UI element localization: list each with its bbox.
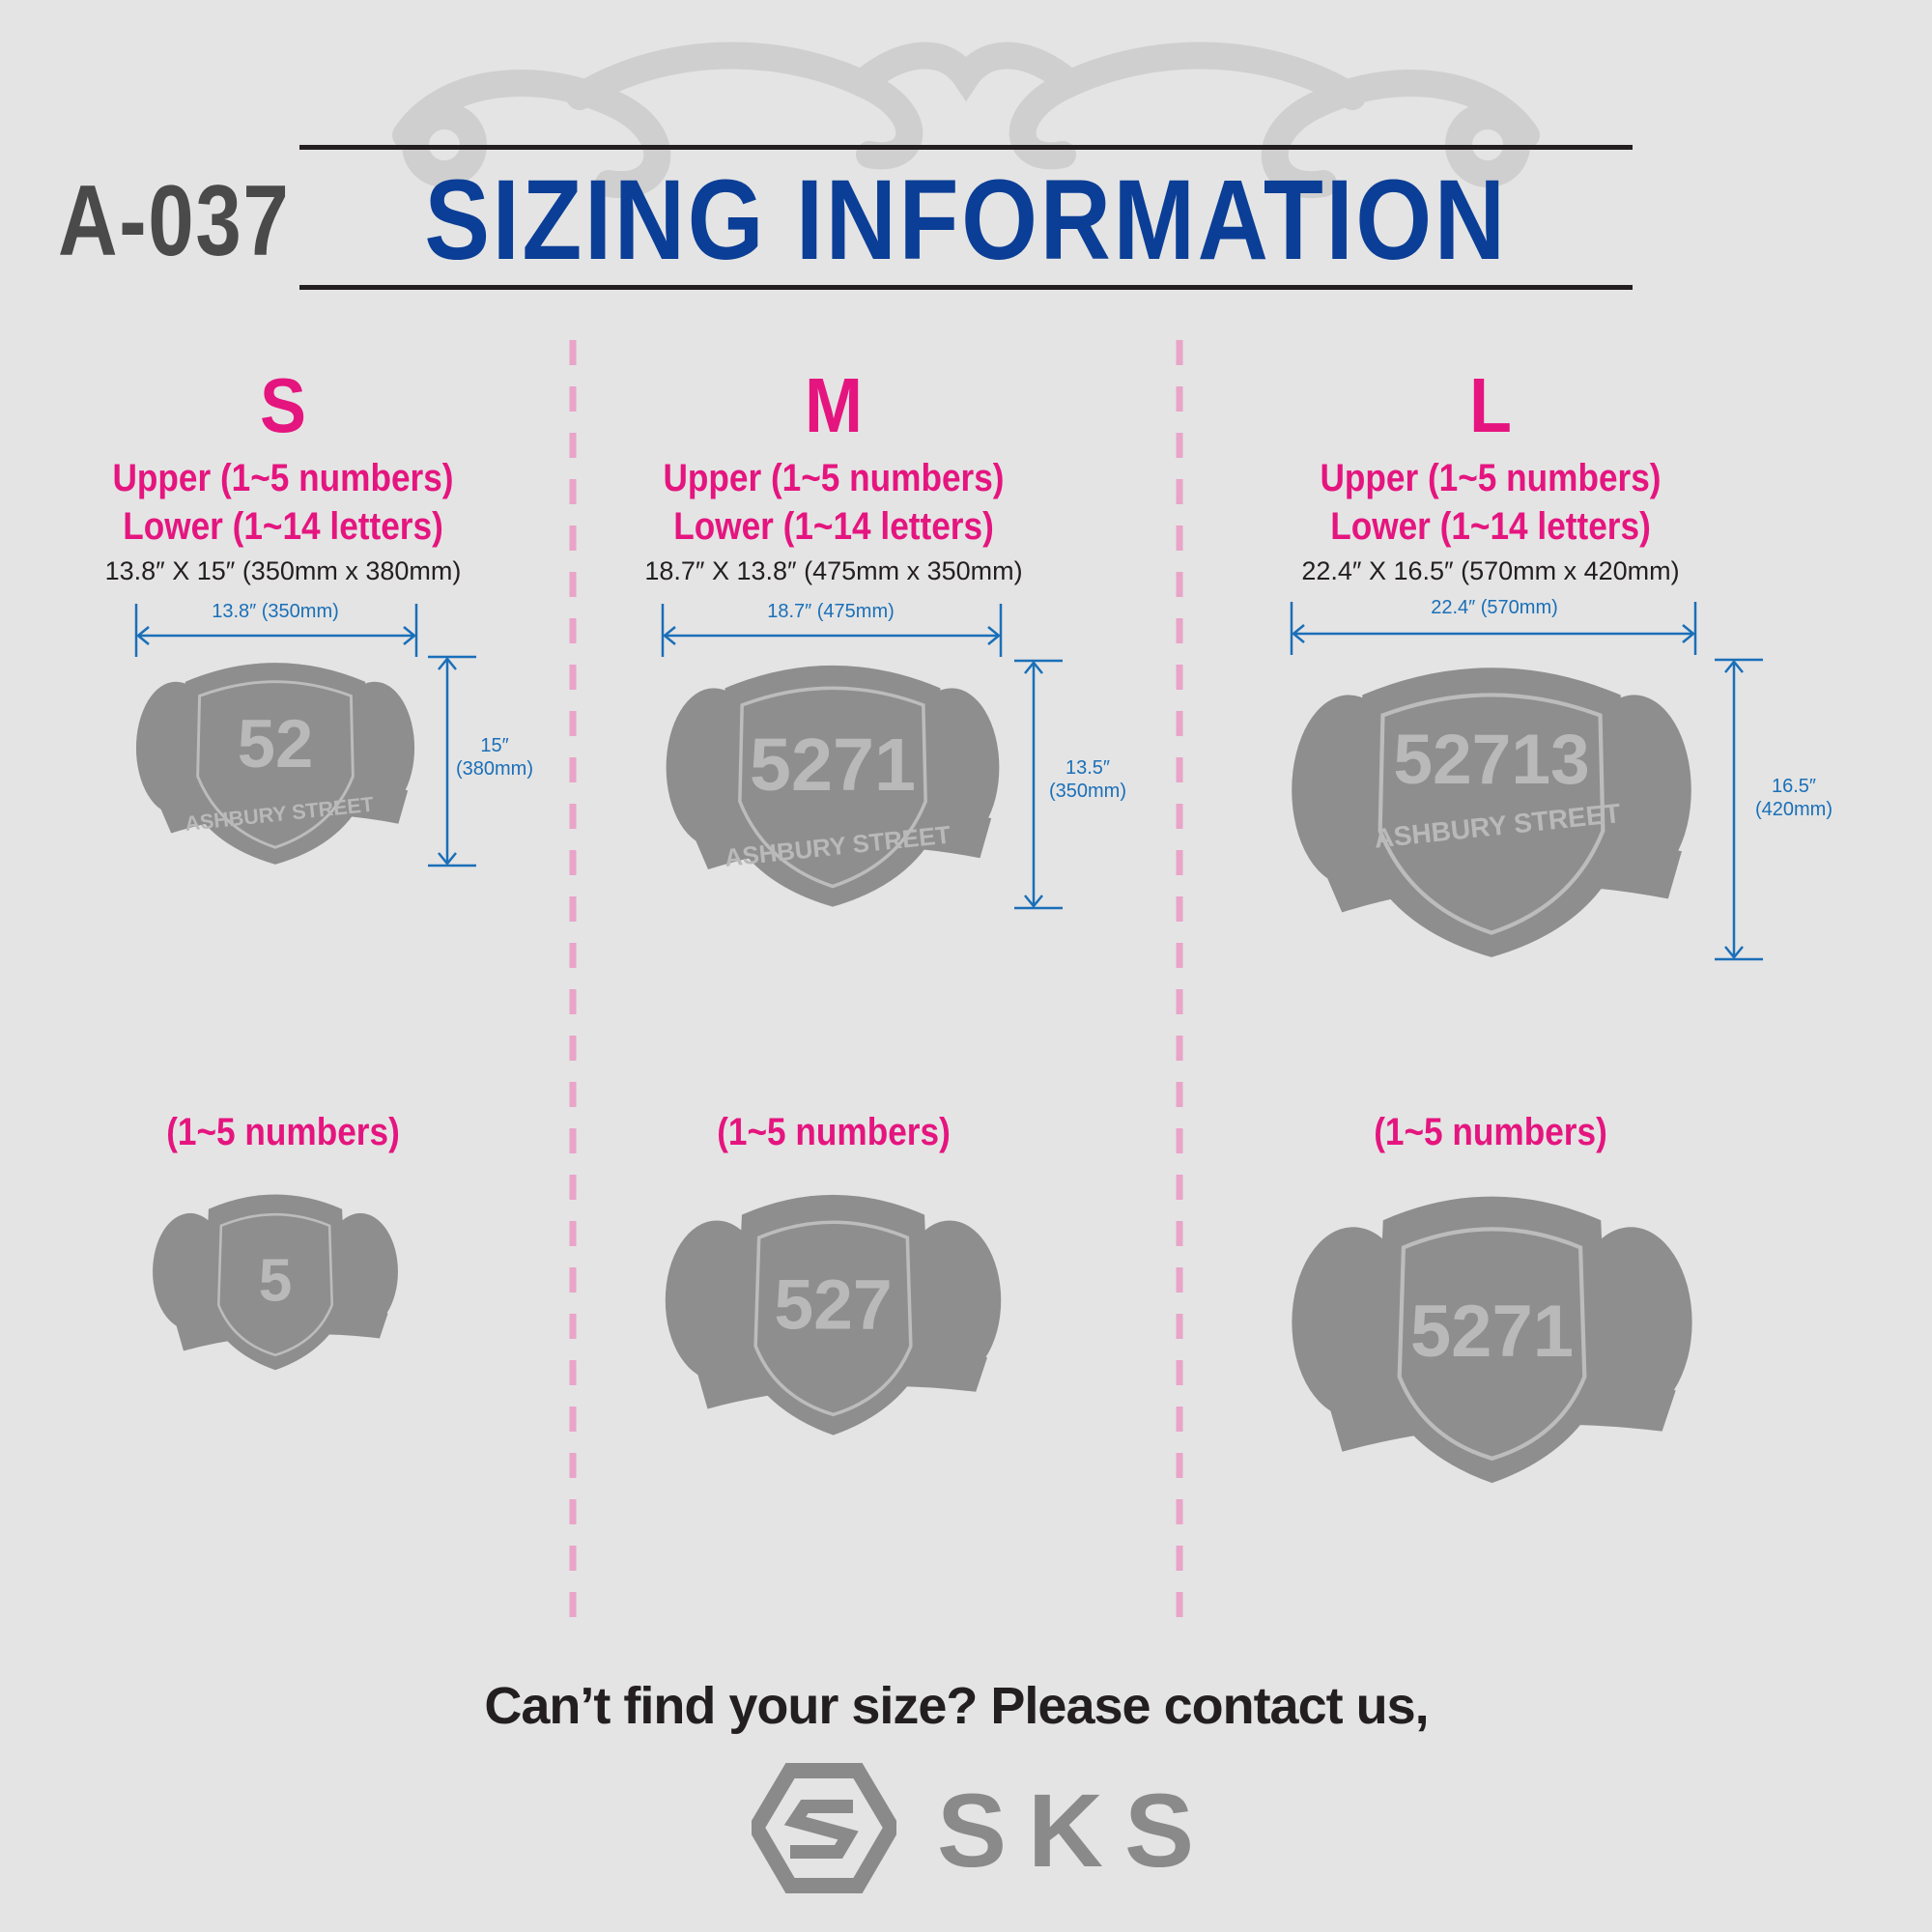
size-column-m: M Upper (1~5 numbers) Lower (1~14 letter… bbox=[563, 357, 1104, 586]
height-mm: (350mm) bbox=[1048, 781, 1126, 802]
alt-spec-s: (1~5 numbers) bbox=[166, 1111, 400, 1153]
height-inches: 13.5″ bbox=[1065, 757, 1110, 779]
height-arrow bbox=[1715, 658, 1763, 961]
height-mm: (380mm) bbox=[455, 758, 533, 780]
sks-logo-icon bbox=[752, 1763, 896, 1893]
width-label: 22.4″ (570mm) bbox=[1431, 597, 1558, 618]
height-arrow bbox=[428, 655, 476, 867]
plaque-number: 52713 bbox=[1393, 721, 1589, 799]
product-code: A-037 bbox=[58, 165, 291, 277]
contact-text: Can’t find your size? Please contact us, bbox=[484, 1677, 1429, 1735]
height-label: 15″ (380mm) bbox=[442, 734, 547, 781]
height-inches: 16.5″ bbox=[1771, 776, 1816, 797]
plaque-small-s: 5 bbox=[153, 1194, 398, 1371]
brand-logo-text: SKS bbox=[937, 1772, 1216, 1889]
upper-spec: Upper (1~5 numbers) bbox=[663, 457, 1005, 499]
alt-spec-l: (1~5 numbers) bbox=[1374, 1111, 1607, 1153]
height-mm: (420mm) bbox=[1754, 799, 1833, 820]
width-label: 13.8″ (350mm) bbox=[212, 601, 339, 622]
size-letter: L bbox=[1469, 362, 1512, 448]
dimensions-text: 13.8″ X 15″ (350mm x 380mm) bbox=[104, 556, 462, 585]
page-title: SIZING INFORMATION bbox=[424, 156, 1508, 284]
height-inches: 15″ bbox=[480, 735, 509, 756]
title-rule-bottom bbox=[299, 285, 1633, 290]
title-rule-top bbox=[299, 145, 1633, 150]
column-divider-1 bbox=[569, 340, 577, 1620]
column-divider-2 bbox=[1176, 340, 1183, 1620]
width-arrow bbox=[661, 604, 1003, 657]
size-letter: S bbox=[259, 362, 307, 448]
plaque-large-s: 52 ASHBURY STREET bbox=[135, 663, 415, 865]
upper-spec: Upper (1~5 numbers) bbox=[112, 457, 454, 499]
plaque-large-l: 52713 ASHBURY STREET bbox=[1292, 668, 1691, 957]
plaque-number: 52 bbox=[238, 705, 313, 781]
plaque-large-m: 5271 ASHBURY STREET bbox=[666, 665, 1000, 907]
dimensions-text: 22.4″ X 16.5″ (570mm x 420mm) bbox=[1301, 556, 1680, 585]
alt-spec-m: (1~5 numbers) bbox=[717, 1111, 951, 1153]
width-arrow bbox=[1290, 602, 1697, 655]
height-label: 13.5″ (350mm) bbox=[1036, 756, 1140, 803]
size-column-s: S Upper (1~5 numbers) Lower (1~14 letter… bbox=[13, 357, 554, 586]
height-label: 16.5″ (420mm) bbox=[1742, 775, 1846, 821]
size-letter: M bbox=[805, 362, 863, 448]
plaque-number: 5271 bbox=[750, 724, 916, 807]
plaque-small-l: 5271 bbox=[1292, 1196, 1692, 1484]
height-arrow bbox=[1014, 659, 1063, 910]
plaque-number: 527 bbox=[774, 1265, 892, 1345]
plaque-small-m: 527 bbox=[665, 1194, 1002, 1435]
lower-spec: Lower (1~14 letters) bbox=[673, 505, 994, 548]
lower-spec: Lower (1~14 letters) bbox=[1330, 505, 1651, 548]
upper-spec: Upper (1~5 numbers) bbox=[1320, 457, 1662, 499]
plaque-number: 5 bbox=[259, 1248, 293, 1315]
dimensions-text: 18.7″ X 13.8″ (475mm x 350mm) bbox=[644, 556, 1023, 585]
width-label: 18.7″ (475mm) bbox=[767, 601, 895, 622]
width-arrow bbox=[134, 604, 418, 657]
size-column-l: L Upper (1~5 numbers) Lower (1~14 letter… bbox=[1220, 357, 1761, 586]
plaque-number: 5271 bbox=[1410, 1291, 1574, 1373]
lower-spec: Lower (1~14 letters) bbox=[123, 505, 443, 548]
